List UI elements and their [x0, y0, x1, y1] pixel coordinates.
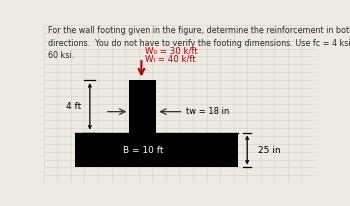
- Text: tw = 18 in: tw = 18 in: [186, 107, 230, 116]
- Bar: [129, 80, 156, 133]
- Text: B = 10 ft: B = 10 ft: [123, 145, 163, 154]
- Text: W₀ = 30 k/ft: W₀ = 30 k/ft: [146, 47, 198, 56]
- Text: 4 ft: 4 ft: [66, 102, 81, 111]
- Text: Wₗ = 40 k/ft: Wₗ = 40 k/ft: [146, 55, 196, 64]
- Bar: [75, 133, 238, 167]
- Text: For the wall footing given in the figure, determine the reinforcement in both
di: For the wall footing given in the figure…: [48, 26, 350, 60]
- Text: 25 in: 25 in: [258, 145, 281, 154]
